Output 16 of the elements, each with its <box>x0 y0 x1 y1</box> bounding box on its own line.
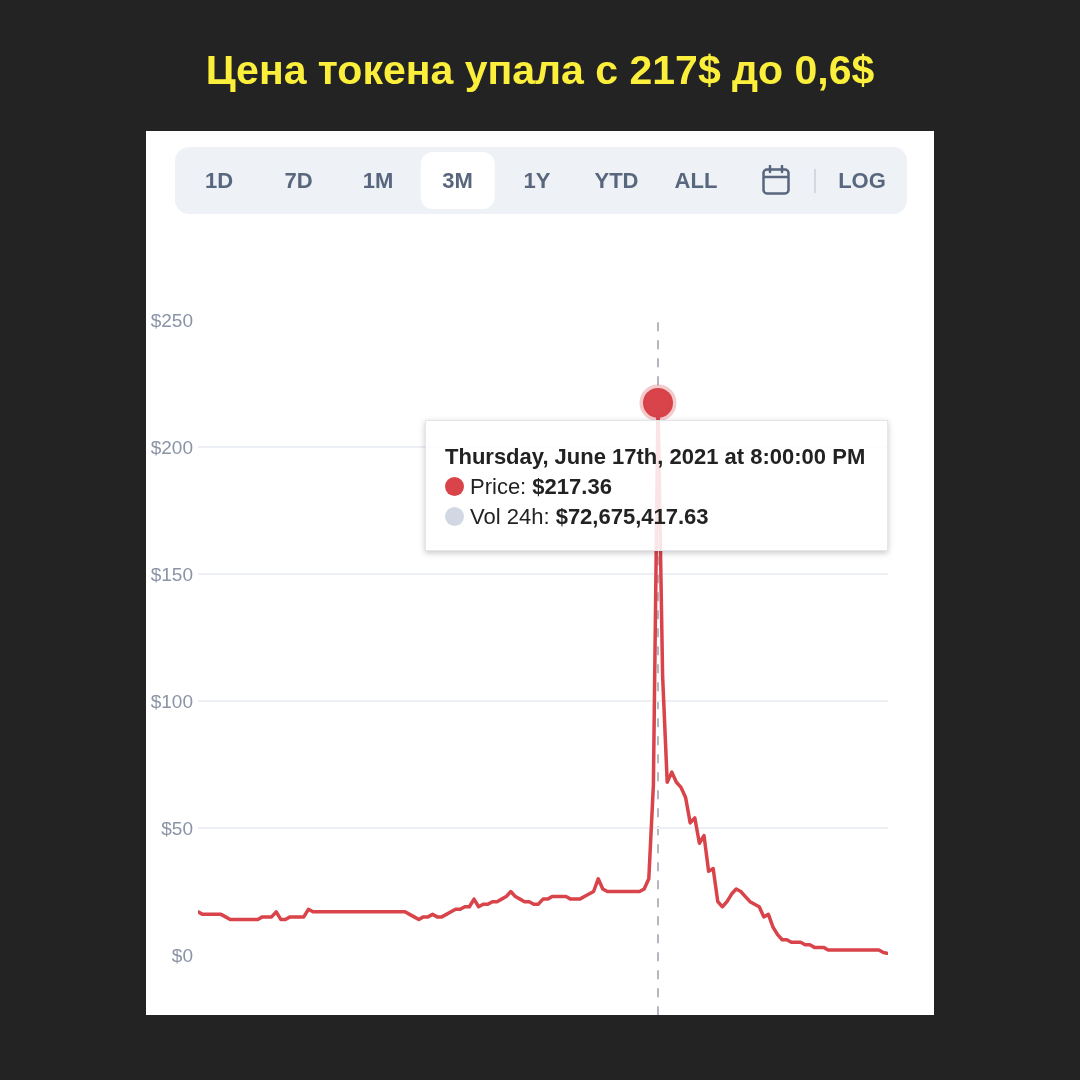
text: LOG <box>838 167 886 195</box>
text: 1M <box>362 167 394 195</box>
y-tick-label: $250 <box>150 309 193 331</box>
annotation: Thursday, June 17th, 2021 at 8:00:00 PM Price: $217.36 Vol 24h: $72,675,417.63 <box>445 442 866 529</box>
text: 1Y <box>523 167 551 195</box>
y-tick-label: $0 <box>171 944 193 966</box>
y-tick-label: $150 <box>150 563 193 585</box>
text: 7D <box>284 167 313 195</box>
y-tick-label: $100 <box>150 690 193 712</box>
y-tick-label: $50 <box>161 817 193 839</box>
text: 3M <box>420 152 495 209</box>
chart-title: Цена токена упала с 217$ до 0,6$ <box>204 46 876 94</box>
text: YTD <box>594 167 639 195</box>
text: 1D <box>204 167 234 195</box>
text: ALL <box>674 167 718 195</box>
y-tick-label: $200 <box>150 436 193 458</box>
